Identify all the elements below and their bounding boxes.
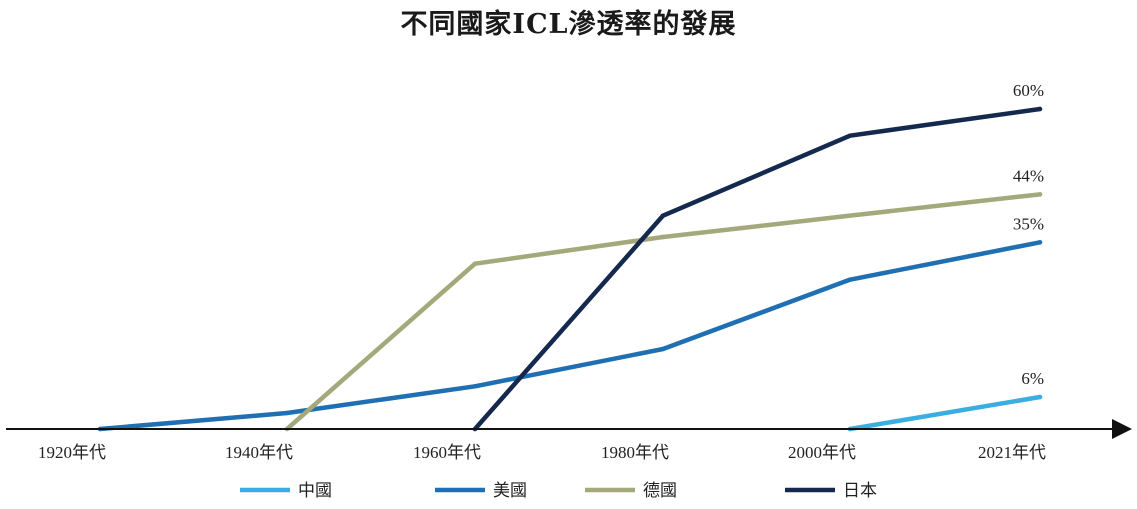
series-line-0 [847, 394, 1043, 432]
data-point [847, 277, 853, 282]
data-point [847, 213, 853, 218]
data-point [472, 261, 478, 266]
data-point [660, 346, 666, 352]
series-line-3 [472, 106, 1043, 432]
series-line-1 [97, 240, 1043, 432]
x-tick-label: 1920年代 [38, 443, 106, 462]
legend-item: 美國 [435, 481, 527, 501]
series-line-2 [284, 192, 1043, 432]
x-tick-label: 2000年代 [788, 443, 856, 462]
x-tick-label: 1980年代 [601, 443, 669, 462]
data-point [1037, 192, 1043, 197]
legend-label: 中國 [298, 481, 332, 501]
data-point [284, 410, 290, 416]
data-label: 60% [1013, 81, 1044, 100]
data-point [660, 234, 666, 240]
data-point [1037, 394, 1043, 400]
legend-label: 美國 [493, 481, 527, 501]
legend: 中國 美國 德國 日本 [240, 481, 877, 501]
end-value-labels: 6% 35% 44% 60% [1013, 81, 1044, 388]
x-tick-label: 1940年代 [225, 443, 293, 462]
data-label: 35% [1013, 214, 1044, 233]
legend-item: 德國 [585, 481, 677, 501]
data-label: 6% [1021, 369, 1044, 388]
data-point [1037, 240, 1043, 245]
data-point [472, 384, 478, 389]
legend-item: 中國 [240, 481, 332, 501]
x-tick-label: 2021年代 [978, 443, 1046, 462]
series-layer [97, 106, 1043, 432]
legend-label: 日本 [843, 481, 877, 501]
data-point [1037, 106, 1043, 112]
x-tick-labels: 1920年代 1940年代 1960年代 1980年代 2000年代 2021年代 [38, 443, 1046, 462]
data-point [660, 213, 666, 218]
x-tick-label: 1960年代 [413, 443, 481, 462]
legend-item: 日本 [785, 481, 877, 501]
data-point [847, 133, 853, 138]
legend-label: 德國 [643, 481, 677, 501]
chart-title: 不同國家ICL滲透率的發展 [400, 9, 737, 40]
data-label: 44% [1013, 166, 1044, 185]
